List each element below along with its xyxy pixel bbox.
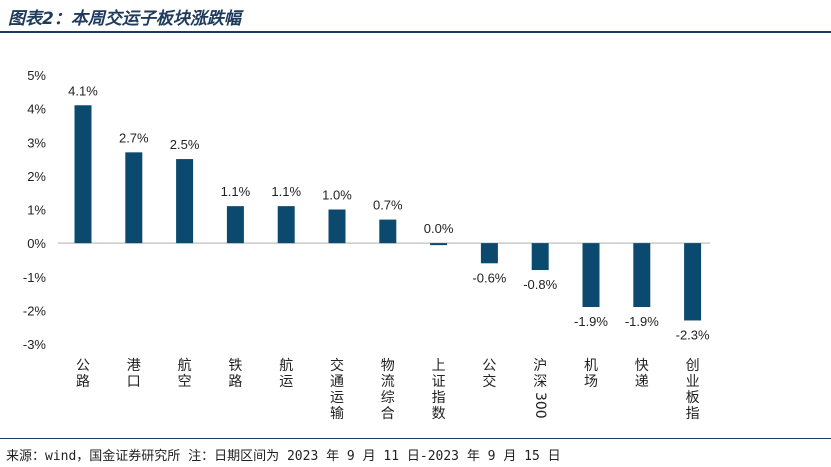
category-label-char: 证 [432,374,446,390]
category-label: 港口 [127,358,141,390]
bar [430,243,448,246]
category-label-char: 港 [127,358,141,374]
category-label-char: 快 [635,358,649,374]
category-label-char: 300 [532,392,548,419]
category-label: 航运 [279,358,293,390]
category-label-char: 公 [482,358,496,374]
category-label: 快递 [635,358,649,390]
category-label-char: 指 [432,390,446,406]
category-label-char: 场 [584,374,598,390]
data-label: 2.5% [170,137,200,152]
data-label: 1.1% [221,184,251,199]
category-label-char: 路 [76,374,90,390]
category-label-char: 路 [228,374,242,390]
data-label: 2.7% [119,130,149,145]
bar [226,206,244,244]
bar [633,243,651,308]
category-label-char: 物 [381,358,395,374]
bar [531,243,549,271]
category-label-char: 口 [127,374,141,390]
data-label: 0.7% [373,198,403,213]
category-label-char: 输 [330,406,344,422]
category-label-char: 交 [330,357,344,374]
bar [74,105,92,244]
category-label-char: 指 [686,406,700,422]
data-label: 0.0% [424,221,454,236]
title-rule [0,31,831,33]
category-label: 机场 [584,358,598,390]
category-label-char: 合 [381,406,395,422]
category-label: 沪深 300 [532,358,548,419]
category-label: 铁路 [228,358,242,390]
y-tick-label: 5% [27,68,46,83]
bar [582,243,600,308]
category-label-char: 公 [76,358,90,374]
data-label: -2.3% [676,327,710,342]
category-label-char: 沪 [533,358,547,374]
category-label-char: 空 [178,374,192,390]
category-label-char: 综 [381,390,395,406]
category-label-char: 上 [432,358,446,374]
category-label-char: 通 [330,374,344,390]
category-label: 航空 [178,358,192,390]
category-label-char: 深 [533,374,547,390]
data-label: 4.1% [68,83,98,98]
data-label: -1.9% [625,314,659,329]
data-label: -0.6% [472,270,506,285]
category-label-char: 航 [279,358,293,374]
source-note: 来源：wind，国金证券研究所 注：日期区间为 2023 年 9 月 11 日-… [6,449,561,464]
bar-chart: 5%4%3%2%1%0%-1%-2%-3%4.1%公路2.7%港口2.5%航空1… [23,68,710,422]
chart-title: 图表2：本周交运子板块涨跌幅 [8,9,241,29]
category-label: 公交 [482,358,496,390]
bar [176,159,194,244]
y-tick-label: 1% [27,203,46,218]
bar [277,206,295,244]
data-label: -1.9% [574,314,608,329]
y-tick-label: 2% [27,169,46,184]
bar [125,152,143,244]
category-label-char: 机 [584,358,598,374]
category-label-char: 运 [279,374,293,390]
category-label-char: 业 [686,374,700,390]
category-label-char: 创 [686,358,700,374]
bar [480,243,498,264]
y-tick-label: 0% [27,236,46,251]
y-tick-label: 4% [27,102,46,117]
bar [379,219,397,244]
category-label-char: 航 [178,358,192,374]
category-label-char: 递 [635,374,649,390]
data-label: -0.8% [523,277,557,292]
bar [328,209,346,244]
category-label-char: 数 [432,406,446,422]
y-tick-label: -3% [23,337,47,352]
y-tick-label: 3% [27,135,46,150]
category-label-char: 流 [381,374,395,390]
bar [684,243,702,321]
category-label-char: 板 [686,390,700,406]
category-label-char: 运 [330,390,344,406]
y-tick-label: -2% [23,303,47,318]
data-label: 1.0% [322,188,352,203]
category-label: 公路 [76,358,90,390]
y-tick-label: -1% [23,270,47,285]
footer-rule [0,438,831,439]
category-label-char: 交 [482,373,496,390]
data-label: 1.1% [271,184,301,199]
category-label-char: 铁 [228,358,242,374]
